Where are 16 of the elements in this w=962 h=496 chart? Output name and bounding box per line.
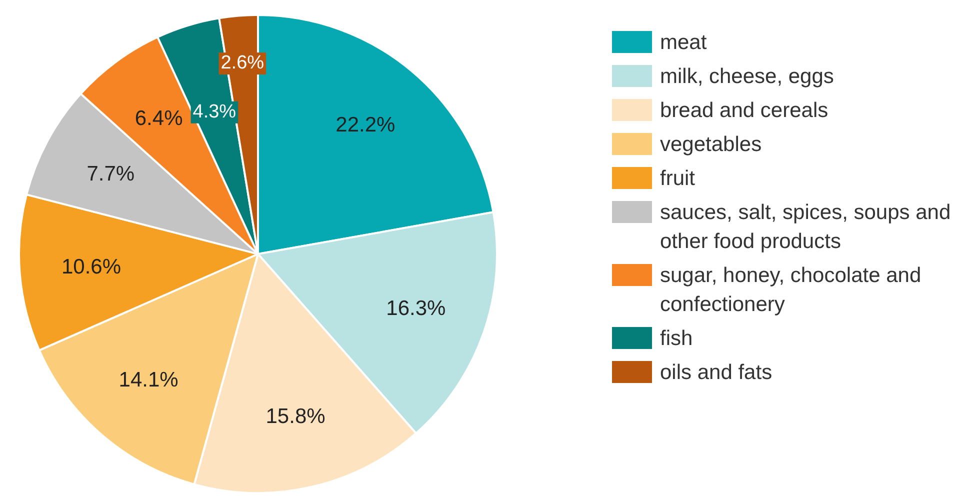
data-label: 14.1% (118, 368, 178, 392)
data-label: 4.3% (192, 102, 236, 123)
data-label: 15.8% (266, 404, 326, 428)
legend-label: bread and cereals (660, 98, 828, 124)
data-label: 10.6% (61, 255, 122, 278)
data-label: 22.2% (336, 114, 396, 137)
data-label: 7.7% (86, 162, 135, 186)
data-label: 16.3% (386, 296, 446, 320)
legend-label: fruit (660, 166, 696, 192)
legend-label: oils and fats (660, 360, 772, 386)
legend-label: fish (660, 326, 693, 352)
legend-label: milk, cheese, eggs (660, 64, 834, 90)
legend-label: meat (660, 30, 707, 56)
data-label: 6.4% (134, 107, 183, 130)
legend-label: vegetables (660, 132, 762, 158)
data-label: 2.6% (220, 52, 264, 74)
